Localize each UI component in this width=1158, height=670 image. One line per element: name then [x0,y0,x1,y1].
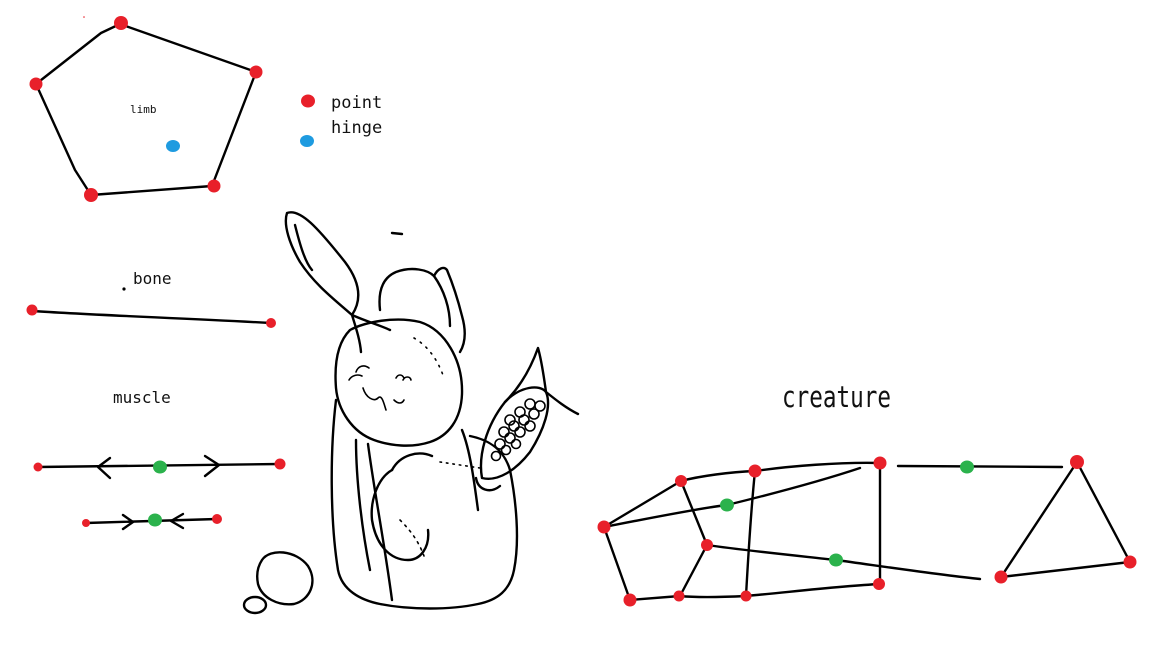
creature-point [1070,455,1084,469]
limb-point [114,16,128,30]
creature-point [675,475,687,487]
creature-diagram [597,455,1137,607]
creature-muscle-node [720,498,734,512]
muscle-point [82,519,90,527]
creature-label: creature [782,380,891,414]
limb-point [249,65,263,79]
limb-label: limb [130,103,157,116]
bone-point [26,304,38,316]
creature-point [623,593,637,607]
creature-point [994,570,1008,584]
creature-point [1123,555,1137,569]
legend-point-swatch [301,94,315,108]
bone-diagram [26,287,276,328]
muscle-point [274,458,286,470]
muscle-point [212,514,222,524]
bone-point [266,318,276,328]
legend [300,94,315,147]
creature-point [597,520,611,534]
limb-hinge [166,140,180,152]
creature-point [873,578,885,590]
muscle-diagram [33,454,286,531]
character-sketch [242,211,580,615]
muscle-label: muscle [113,388,171,407]
limb-point [84,188,98,202]
creature-muscle-node [829,553,843,567]
muscle-point [33,462,43,472]
bone-label: bone [133,269,172,288]
legend-point-label: point [331,93,383,113]
bone-dot [122,287,126,291]
limb-point [29,77,43,91]
fish-scales [490,398,546,462]
muscle-node [148,513,162,527]
creature-point [740,590,752,602]
creature-point [873,456,887,470]
legend-hinge-label: hinge [331,118,383,138]
stray-dot [83,16,85,18]
creature-point [748,464,762,478]
limb-point [207,179,221,193]
muscle-node [153,460,167,474]
creature-point [673,590,685,602]
legend-hinge-swatch [300,135,314,147]
limb-diagram [29,16,263,202]
creature-muscle-node [960,460,974,474]
creature-point [701,539,713,551]
